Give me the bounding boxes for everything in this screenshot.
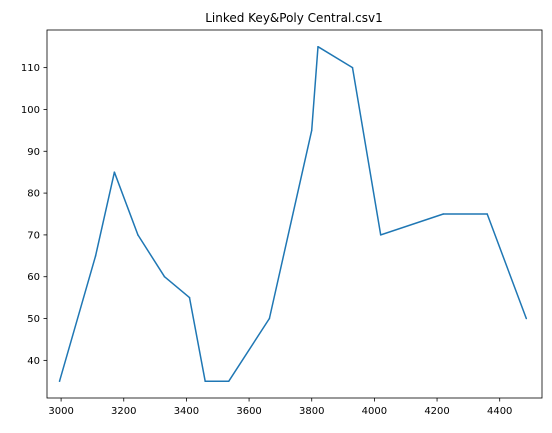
- data-point: [351, 66, 354, 69]
- data-point: [188, 296, 191, 299]
- data-point: [379, 234, 382, 236]
- y-tick-label: 50: [27, 314, 40, 325]
- x-tick-label: 4000: [362, 406, 387, 417]
- x-tick-label: 3400: [174, 406, 199, 417]
- y-tick-label: 70: [27, 230, 40, 241]
- y-tick-label: 110: [21, 63, 40, 74]
- x-tick-label: 4200: [424, 406, 449, 417]
- data-point: [317, 45, 319, 48]
- data-point: [113, 171, 116, 173]
- chart-title: Linked Key&Poly Central.csv1: [205, 11, 383, 25]
- x-tick-label: 3600: [236, 406, 261, 417]
- data-point: [94, 255, 97, 257]
- x-tick-label: 3800: [299, 406, 324, 417]
- x-tick-label: 4400: [487, 406, 512, 417]
- y-tick-label: 90: [27, 147, 40, 158]
- series-line: [58, 45, 528, 383]
- y-tick-label: 40: [27, 356, 40, 367]
- data-point: [163, 275, 166, 278]
- plot-area: [58, 45, 528, 383]
- y-tick-label: 80: [27, 189, 40, 200]
- x-axis: 3000 3200 3400 3600 3800 4000 4200 4400: [48, 398, 512, 417]
- data-point: [268, 317, 271, 320]
- x-tick-label: 3200: [111, 406, 136, 417]
- y-axis: 40 50 60 70 80 90 100 110: [21, 63, 47, 367]
- y-tick-label: 60: [27, 272, 40, 283]
- data-point: [442, 213, 445, 215]
- x-tick-label: 3000: [48, 406, 73, 417]
- y-tick-label: 100: [21, 105, 40, 116]
- data-point: [486, 213, 488, 215]
- data-point: [310, 129, 313, 132]
- data-point: [204, 380, 206, 383]
- data-point: [58, 380, 61, 383]
- axes-frame: [46, 29, 543, 399]
- data-point: [525, 317, 528, 320]
- data-point: [137, 234, 139, 236]
- data-point: [227, 380, 230, 383]
